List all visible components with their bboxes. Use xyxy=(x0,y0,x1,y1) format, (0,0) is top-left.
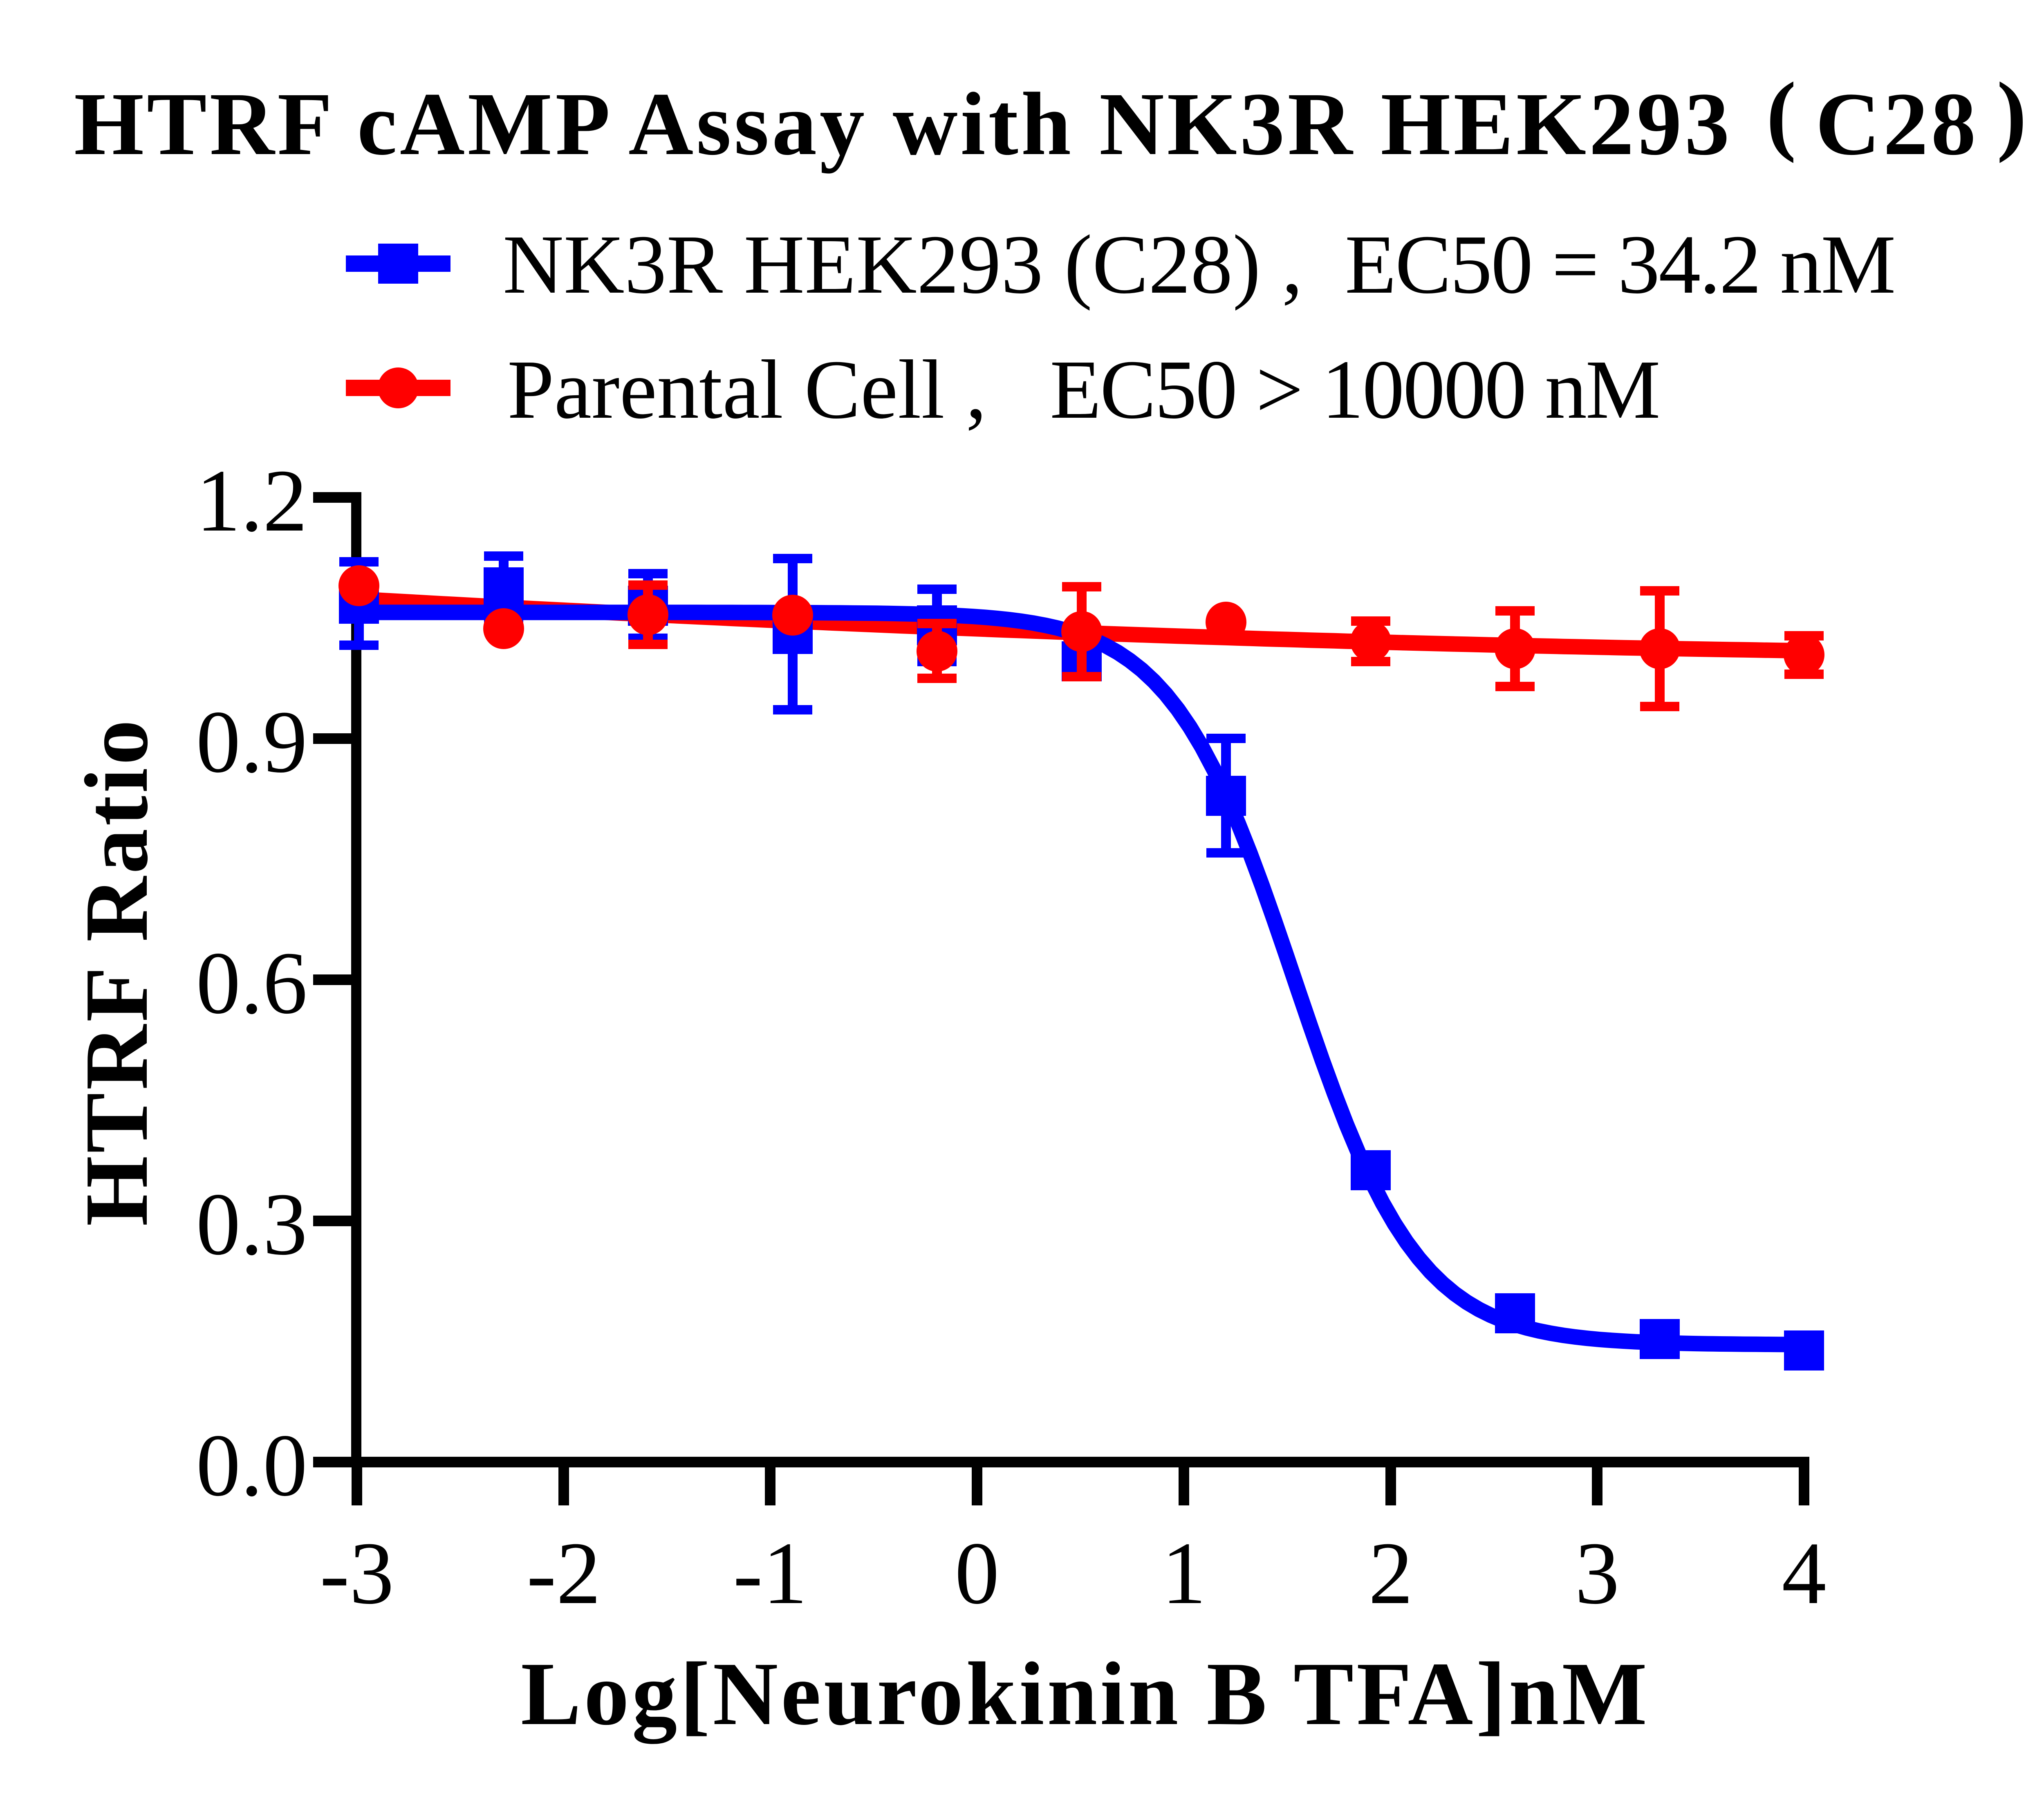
svg-text:HTRF Ratio: HTRF Ratio xyxy=(66,717,166,1226)
svg-text:0.6: 0.6 xyxy=(196,934,308,1032)
svg-text:Log[Neurokinin B TFA]nM: Log[Neurokinin B TFA]nM xyxy=(521,1644,1650,1744)
svg-text:HTRF cAMP Assay with NK3R HEK2: HTRF cAMP Assay with NK3R HEK293(C28) xyxy=(74,64,2030,174)
svg-text:-1: -1 xyxy=(733,1524,807,1623)
svg-text:NK3R HEK293 (C28) , EC50 = 34: NK3R HEK293 (C28) , EC50 = 34.2 nM xyxy=(503,217,1894,311)
svg-text:1: 1 xyxy=(1162,1524,1206,1623)
svg-text:4: 4 xyxy=(1782,1524,1827,1623)
svg-text:0.9: 0.9 xyxy=(196,693,308,791)
svg-text:3: 3 xyxy=(1575,1524,1620,1623)
svg-text:-2: -2 xyxy=(527,1524,601,1623)
svg-text:2: 2 xyxy=(1369,1524,1413,1623)
svg-text:0.3: 0.3 xyxy=(196,1175,308,1274)
svg-text:-3: -3 xyxy=(320,1524,394,1623)
svg-text:Parental Cell , EC50 > 10000: Parental Cell , EC50 > 10000 nM xyxy=(507,343,1659,436)
svg-text:0: 0 xyxy=(955,1524,1000,1623)
svg-text:1.2: 1.2 xyxy=(196,452,308,550)
svg-text:0.0: 0.0 xyxy=(196,1416,308,1515)
